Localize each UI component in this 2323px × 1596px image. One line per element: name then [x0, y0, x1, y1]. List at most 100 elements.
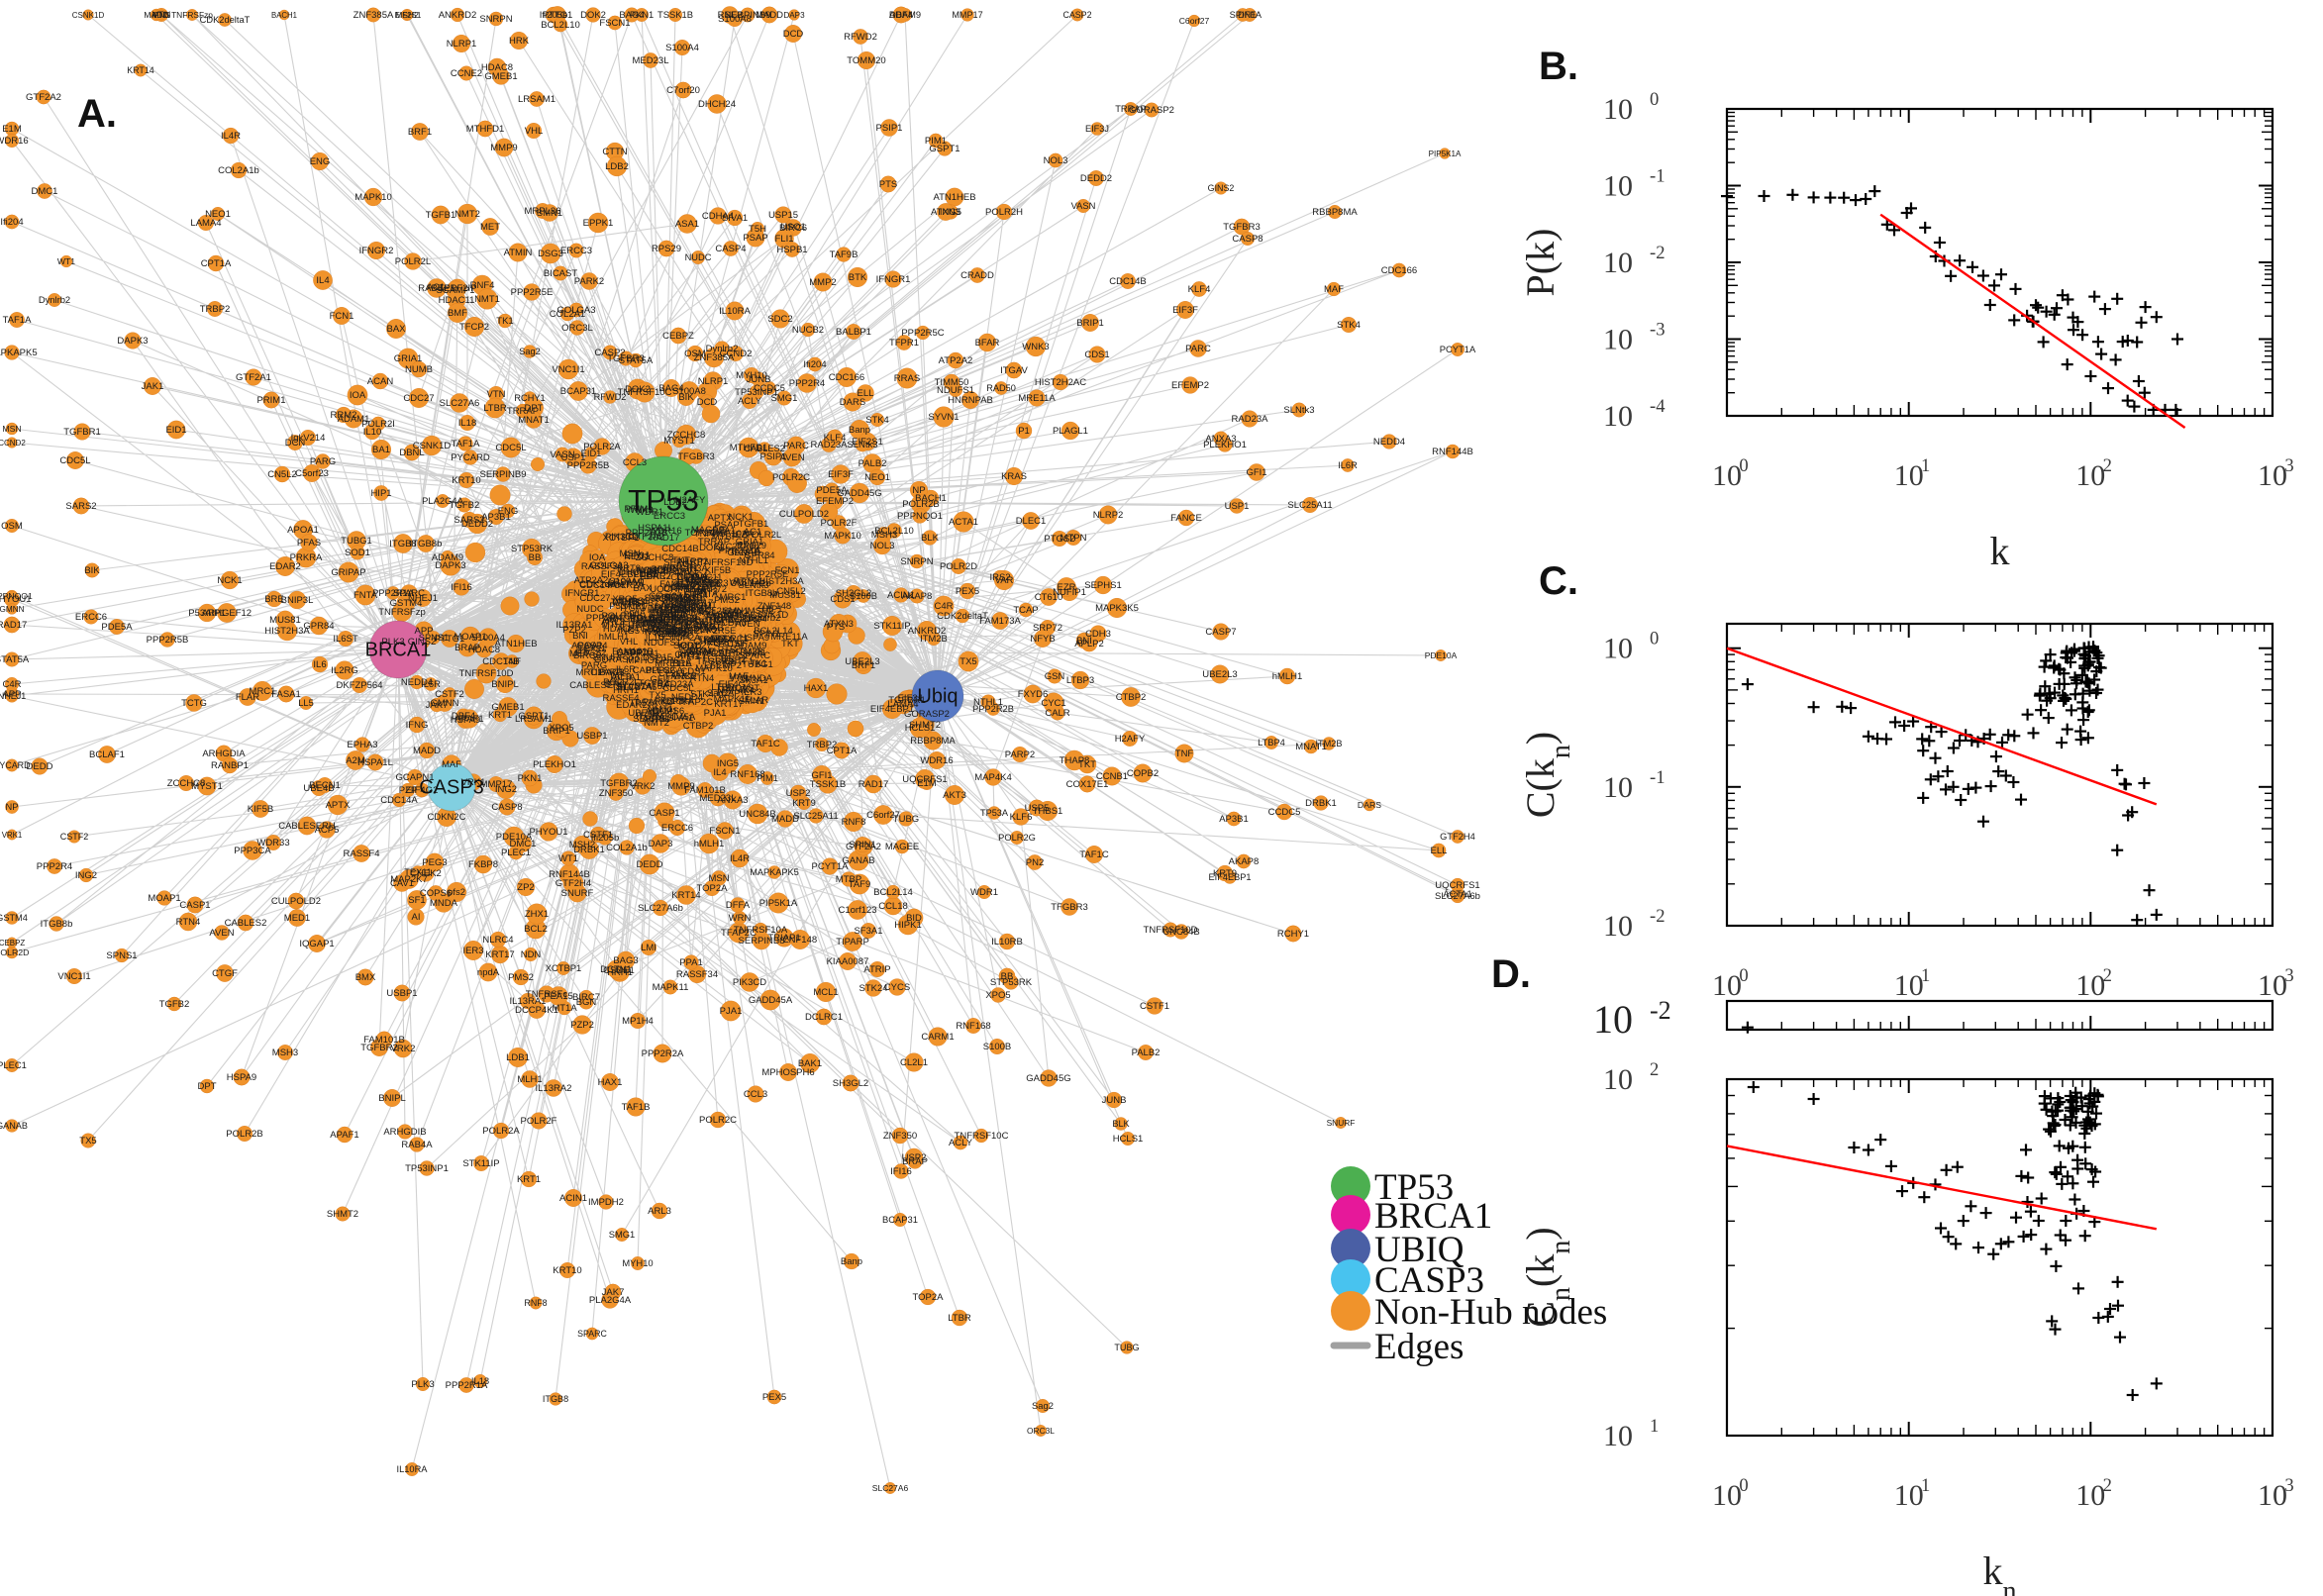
svg-text:TGFB1: TGFB1: [426, 210, 456, 221]
svg-text:ZNF385A: ZNF385A: [354, 10, 394, 21]
svg-text:KRT14: KRT14: [127, 65, 154, 75]
svg-text:PPPNQO1: PPPNQO1: [897, 511, 943, 522]
svg-text:TFGBR3: TFGBR3: [1051, 902, 1087, 913]
svg-text:CN5L2: CN5L2: [267, 469, 297, 480]
svg-text:k: k: [1990, 529, 2010, 573]
svg-text:GSPT1: GSPT1: [518, 711, 549, 722]
svg-text:TCTG: TCTG: [181, 698, 207, 709]
svg-text:VHL: VHL: [620, 637, 638, 648]
svg-text:BCLAF1: BCLAF1: [89, 749, 125, 760]
svg-text:VRK2: VRK2: [631, 781, 656, 792]
svg-text:NMT2: NMT2: [454, 209, 480, 220]
svg-text:APOA1: APOA1: [287, 525, 319, 536]
svg-text:DPT: DPT: [198, 1081, 217, 1092]
svg-text:ACTA1: ACTA1: [949, 517, 978, 528]
svg-text:IOA: IOA: [350, 390, 366, 401]
svg-text:PTS: PTS: [879, 179, 897, 190]
svg-text:CULPOLD2: CULPOLD2: [271, 896, 321, 907]
svg-text:VHL: VHL: [525, 126, 543, 137]
svg-text:LDB1: LDB1: [506, 1052, 530, 1063]
svg-text:AKT3: AKT3: [943, 790, 966, 801]
svg-text:C7orf20: C7orf20: [666, 85, 700, 96]
svg-text:TOP2A: TOP2A: [697, 883, 729, 894]
svg-text:TGFBR1: TGFBR1: [63, 427, 100, 438]
svg-text:MUS81: MUS81: [269, 615, 301, 626]
svg-text:PYCARD: PYCARD: [451, 452, 490, 463]
svg-text:IL10RB: IL10RB: [991, 937, 1023, 948]
svg-text:MAPK10: MAPK10: [354, 192, 392, 203]
svg-text:C.: C.: [1539, 559, 1578, 603]
svg-text:NDN: NDN: [521, 949, 542, 960]
svg-text:EIF2S1: EIF2S1: [395, 11, 422, 20]
svg-text:DAPK3: DAPK3: [435, 560, 465, 571]
svg-text:GADD45G: GADD45G: [1026, 1073, 1070, 1084]
svg-text:Ifi204: Ifi204: [0, 217, 23, 228]
svg-text:SMG1: SMG1: [609, 1229, 636, 1240]
svg-text:CL2L1: CL2L1: [900, 1057, 928, 1068]
svg-text:RTN4: RTN4: [176, 917, 201, 928]
svg-text:FSCN1: FSCN1: [709, 826, 740, 837]
svg-text:POLR2F: POLR2F: [521, 1116, 557, 1127]
svg-text:VNC1I1: VNC1I1: [552, 364, 584, 375]
svg-text:NEO1: NEO1: [205, 209, 231, 220]
svg-text:NTHL1: NTHL1: [973, 697, 1003, 708]
svg-text:BFAR: BFAR: [975, 338, 1000, 349]
svg-text:PEA15: PEA15: [544, 991, 573, 1002]
svg-text:CASP1: CASP1: [649, 808, 679, 819]
svg-text:USP15: USP15: [643, 652, 672, 663]
svg-text:HSPB1: HSPB1: [776, 245, 807, 255]
svg-text:WDR16: WDR16: [920, 755, 953, 766]
svg-text:SLNtk3: SLNtk3: [847, 440, 877, 450]
svg-text:POLR2D: POLR2D: [0, 948, 29, 957]
svg-text:PLK3: PLK3: [411, 1379, 434, 1390]
svg-text:CASP7: CASP7: [1205, 627, 1236, 638]
svg-text:10: 10: [2075, 1479, 2105, 1512]
svg-text:CALR: CALR: [1045, 708, 1069, 719]
svg-text:USP2: USP2: [786, 788, 811, 799]
svg-text:SOD1: SOD1: [345, 548, 370, 558]
svg-text:UBE2L3: UBE2L3: [845, 656, 879, 667]
svg-text:GADD45A: GADD45A: [749, 995, 793, 1006]
svg-text:IER3: IER3: [462, 946, 483, 956]
svg-text:MT1A: MT1A: [552, 1003, 577, 1014]
svg-text:KIAA0087: KIAA0087: [827, 956, 869, 967]
svg-text:BTK: BTK: [849, 272, 867, 283]
svg-text:RNF4: RNF4: [470, 280, 495, 291]
svg-text:ZNF350: ZNF350: [883, 1131, 917, 1142]
svg-text:NLRC4: NLRC4: [482, 935, 513, 946]
svg-text:PHYOU1: PHYOU1: [529, 827, 567, 838]
svg-text:ACIN1: ACIN1: [887, 590, 915, 601]
svg-text:SYVN1: SYVN1: [928, 412, 959, 423]
svg-text:GSPT1: GSPT1: [929, 144, 960, 154]
svg-text:1: 1: [1650, 1416, 1659, 1437]
svg-text:GFI1: GFI1: [1246, 467, 1266, 478]
svg-text:BAG3: BAG3: [613, 955, 638, 966]
svg-text:SERPINB9: SERPINB9: [480, 469, 527, 480]
svg-text:10: 10: [1603, 400, 1633, 433]
svg-text:RAD23A: RAD23A: [811, 440, 849, 450]
svg-text:ARL3: ARL3: [648, 1206, 671, 1217]
svg-text:LMI: LMI: [641, 943, 656, 953]
svg-text:10: 10: [2075, 459, 2105, 492]
svg-text:RAD17: RAD17: [650, 533, 680, 544]
svg-text:MMP17: MMP17: [952, 10, 982, 20]
svg-text:PDE10A: PDE10A: [496, 832, 533, 843]
svg-text:ING2: ING2: [75, 870, 97, 881]
svg-text:CDC27: CDC27: [579, 593, 610, 604]
svg-text:LRSAM1: LRSAM1: [518, 94, 556, 105]
svg-text:GMNN: GMNN: [430, 698, 458, 709]
svg-text:CDS1: CDS1: [1084, 349, 1109, 360]
svg-text:MAPK3K5: MAPK3K5: [1095, 603, 1139, 614]
svg-text:H2AFY: H2AFY: [1115, 734, 1146, 745]
svg-text:BIK: BIK: [678, 392, 694, 403]
svg-text:PN2: PN2: [1026, 857, 1044, 868]
svg-text:BCL2: BCL2: [524, 924, 548, 935]
svg-text:BAK1: BAK1: [798, 1058, 822, 1069]
svg-text:RAD50: RAD50: [986, 383, 1016, 393]
svg-text:10: 10: [1593, 997, 1633, 1042]
svg-text:JAK1: JAK1: [142, 381, 164, 392]
svg-text:Ifi204: Ifi204: [803, 359, 826, 370]
svg-text:SPARC: SPARC: [577, 1329, 607, 1339]
svg-text:NFYB: NFYB: [1030, 634, 1055, 645]
svg-text:DARS: DARS: [840, 397, 865, 408]
